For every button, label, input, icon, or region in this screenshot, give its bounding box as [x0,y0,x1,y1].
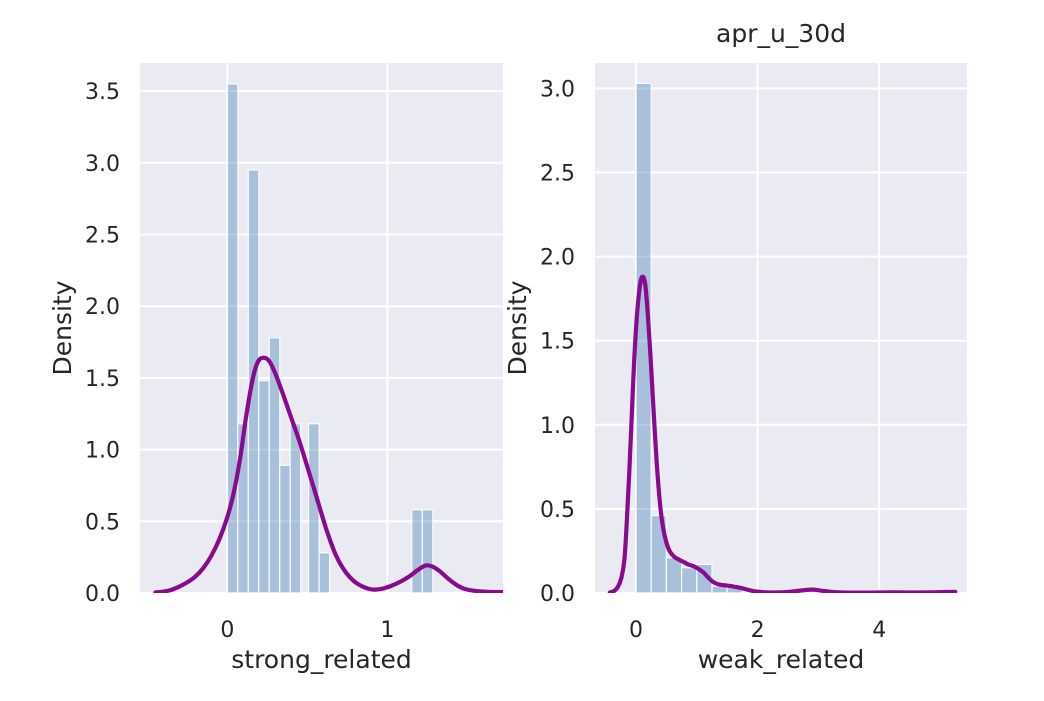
y-axis-label: Density [503,280,532,375]
y-axis-label: Density [48,280,77,375]
histogram-bar [318,552,331,593]
y-tick-label: 2.5 [85,224,120,249]
kde-curve [607,274,958,593]
y-tick-label: 1.5 [85,367,120,392]
x-tick-label: 1 [380,618,394,643]
y-tick-label: 1.5 [540,330,575,355]
histogram-bar [665,557,683,593]
subplot-title: apr_u_30d [716,19,846,48]
histogram-bar [258,380,270,593]
x-axis-label: strong_related [231,645,412,674]
histogram-bar [308,423,320,593]
histogram-bars [226,83,434,593]
x-tick-label: 4 [872,618,886,643]
x-tick-label: 0 [220,618,234,643]
histogram-bar [279,464,291,593]
y-tick-label: 1.0 [540,414,575,439]
y-tick-label: 0.0 [85,582,120,607]
plot-area [595,63,967,593]
y-tick-label: 3.0 [85,152,120,177]
histogram-bar [421,509,434,593]
kde-layer [153,355,503,593]
y-tick-label: 2.5 [540,161,575,186]
kde-curve [153,355,503,593]
histogram-bar [411,509,423,593]
x-axis-label: weak_related [698,645,865,674]
y-tick-label: 3.0 [540,77,575,102]
histogram-bar [680,567,698,593]
y-tick-label: 2.0 [85,295,120,320]
y-tick-label: 0.5 [85,510,120,535]
histogram-bar [289,423,302,593]
y-tick-label: 1.0 [85,439,120,464]
y-tick-label: 2.0 [540,246,575,271]
kde-layer [607,274,958,593]
x-tick-label: 0 [629,618,643,643]
y-tick-label: 0.0 [540,582,575,607]
histogram-bar [226,83,239,593]
x-tick-label: 2 [751,618,765,643]
y-tick-label: 0.5 [540,498,575,523]
plot-area [140,63,503,593]
y-tick-label: 3.5 [85,80,120,105]
